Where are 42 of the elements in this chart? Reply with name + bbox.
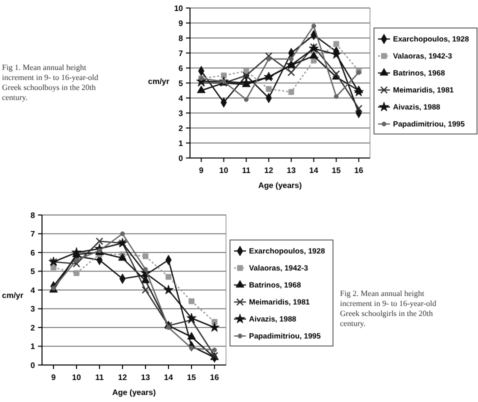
x-tick-label: 16 [354,166,364,175]
y-tick-label: 3 [178,108,184,118]
y-tick-label: 2 [30,323,36,332]
x-tick-label: 13 [286,166,296,175]
x-tick-label: 10 [219,166,229,175]
x-axis-title: Age (years) [258,181,302,190]
y-tick-label: 6 [178,64,184,73]
y-tick-label: 4 [178,94,184,103]
x-tick-label: 11 [95,373,104,382]
caption: Fig 2. Mean annual height increment in 9- to 16-year-old Greek schoolgirls in the 20th century. [340,289,436,328]
y-tick-label: 8 [178,34,184,43]
y-tick-label: 7 [178,48,184,58]
x-tick-label: 10 [72,373,82,382]
x-tick-label: 14 [309,166,319,175]
x-axis-title: Age (years) [112,388,156,397]
y-tick-label: 9 [178,18,184,28]
x-tick-label: 15 [332,166,342,175]
x-tick-label: 15 [187,373,196,382]
y-tick-label: 2 [178,124,184,133]
y-axis-title: cm/yr [148,77,170,86]
x-tick-label: 16 [210,373,220,382]
caption: Fig 1. Mean annual height increment in 9- to 16-year-old Greek schoolboys in the 20th century. [2,63,98,102]
x-tick-label: 12 [264,166,274,175]
y-tick-label: 6 [30,248,36,258]
y-axis-title: cm/yr [2,291,24,300]
x-tick-label: 13 [141,373,150,382]
y-tick-label: 0 [178,154,184,163]
y-tick-label: 3 [30,304,36,314]
y-tick-label: 5 [30,267,36,276]
x-tick-label: 9 [51,373,56,382]
y-tick-label: 0 [30,360,36,370]
y-tick-label: 8 [30,210,36,220]
x-tick-label: 14 [164,373,174,382]
y-tick-label: 5 [178,78,184,88]
y-tick-label: 7 [30,230,36,239]
x-tick-label: 12 [118,373,128,382]
y-tick-label: 1 [30,342,36,352]
y-tick-label: 1 [178,138,184,148]
x-tick-label: 9 [199,166,204,175]
x-tick-label: 11 [242,166,252,175]
y-tick-label: 4 [30,286,36,295]
y-tick-label: 10 [174,4,184,13]
